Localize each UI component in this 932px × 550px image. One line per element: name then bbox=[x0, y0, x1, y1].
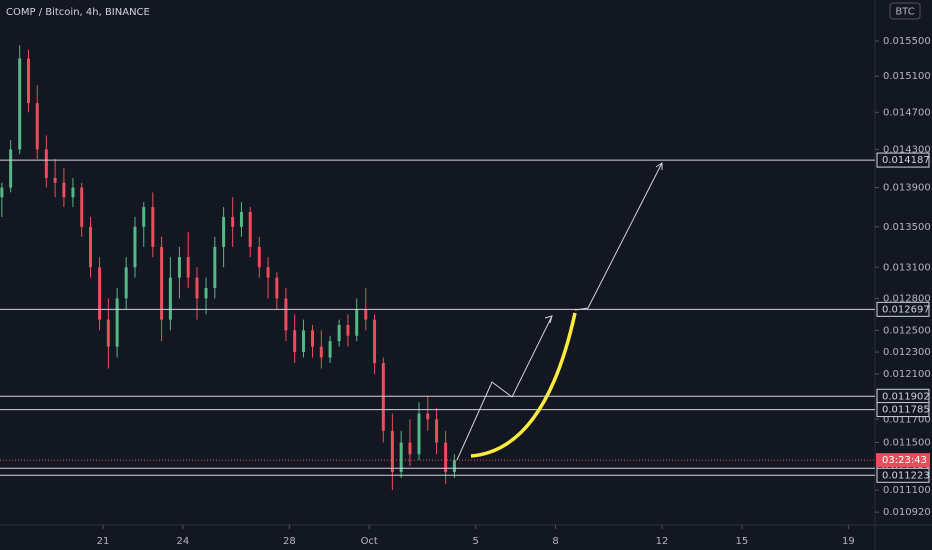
x-tick-label: 5 bbox=[473, 536, 479, 547]
candle-body bbox=[319, 346, 323, 358]
x-tick-label: 21 bbox=[97, 536, 110, 547]
candle-body bbox=[408, 442, 412, 455]
candle-body bbox=[151, 207, 155, 247]
candle-body bbox=[44, 149, 48, 178]
candle-body bbox=[0, 187, 4, 198]
candle-body bbox=[355, 309, 359, 336]
projection-arrow bbox=[456, 315, 553, 461]
candle-body bbox=[89, 226, 93, 268]
candle-body bbox=[301, 330, 305, 353]
candle-body bbox=[417, 413, 421, 455]
y-tick-label: 0.014700 bbox=[883, 107, 931, 118]
y-tick-label: 0.012800 bbox=[883, 293, 931, 304]
countdown: 03:23:43 bbox=[882, 455, 927, 466]
y-tick-label: 0.014300 bbox=[883, 144, 931, 155]
candle-body bbox=[390, 430, 394, 473]
candle-body bbox=[160, 246, 164, 320]
level-label: 0.014187 bbox=[882, 155, 930, 166]
x-tick-label: 15 bbox=[736, 536, 749, 547]
candle-body bbox=[213, 246, 217, 288]
candle-body bbox=[186, 257, 190, 278]
y-tick-label: 0.011500 bbox=[883, 438, 931, 449]
level-label-box bbox=[876, 467, 930, 483]
candle-body bbox=[381, 363, 385, 431]
arrow-head bbox=[544, 315, 553, 324]
candle-body bbox=[124, 267, 128, 299]
candle-body bbox=[452, 460, 456, 473]
candle-body bbox=[346, 324, 350, 336]
x-tick-label: 24 bbox=[177, 536, 190, 547]
y-tick-label: 0.012300 bbox=[883, 347, 931, 358]
candle-body bbox=[53, 177, 57, 183]
y-tick-label: 0.012500 bbox=[883, 325, 931, 336]
y-tick-label: 0.010920 bbox=[883, 507, 931, 518]
currency-label[interactable]: BTC bbox=[895, 7, 914, 18]
y-tick-label: 0.012100 bbox=[883, 369, 931, 380]
x-tick-label: Oct bbox=[361, 536, 378, 547]
candle-body bbox=[177, 257, 181, 278]
y-tick-label: 0.011100 bbox=[883, 485, 931, 496]
candle-body bbox=[435, 419, 439, 443]
level-label-box bbox=[876, 152, 930, 168]
level-label-box bbox=[876, 301, 930, 317]
candle-body bbox=[426, 413, 430, 420]
drawings bbox=[456, 162, 663, 461]
candle-body bbox=[195, 277, 199, 299]
candle-body bbox=[204, 287, 208, 299]
candle-body bbox=[266, 267, 270, 278]
candle-body bbox=[284, 298, 288, 331]
y-tick-label: 0.015500 bbox=[883, 36, 931, 47]
candle-body bbox=[275, 277, 279, 299]
candle-body bbox=[62, 182, 66, 198]
candle-body bbox=[106, 319, 110, 347]
chart-title: COMP / Bitcoin, 4h, BINANCE bbox=[6, 7, 150, 18]
candle-body bbox=[115, 298, 119, 347]
x-tick-label: 12 bbox=[656, 536, 669, 547]
y-tick-label: 0.013500 bbox=[883, 222, 931, 233]
candle-body bbox=[248, 211, 252, 247]
x-tick-label: 19 bbox=[842, 536, 855, 547]
candle-body bbox=[98, 267, 102, 320]
countdown-box bbox=[876, 453, 930, 468]
level-label: 0.011785 bbox=[882, 405, 930, 416]
candle-body bbox=[133, 226, 137, 268]
candle-body bbox=[35, 103, 39, 150]
candle-body bbox=[71, 187, 75, 198]
level-label: 0.011902 bbox=[882, 391, 930, 402]
candle-body bbox=[311, 330, 315, 347]
level-label: 0.012697 bbox=[882, 304, 930, 315]
candle-body bbox=[328, 341, 332, 358]
plot bbox=[0, 45, 456, 491]
x-tick-label: 28 bbox=[283, 536, 296, 547]
y-tick-label: 0.015100 bbox=[883, 71, 931, 82]
candle-body bbox=[373, 319, 377, 364]
level-label: 0.011223 bbox=[882, 470, 930, 481]
candle-body bbox=[142, 207, 146, 227]
level-label-box bbox=[876, 402, 930, 418]
candle-body bbox=[168, 277, 172, 320]
candle-body bbox=[239, 211, 243, 227]
candle-body bbox=[364, 309, 368, 320]
candle-body bbox=[444, 442, 448, 473]
candle-body bbox=[26, 58, 30, 104]
y-tick-label: 0.011700 bbox=[883, 414, 931, 425]
candle-body bbox=[18, 58, 22, 150]
y-tick-label: 0.013900 bbox=[883, 183, 931, 194]
currency-button[interactable] bbox=[889, 2, 921, 20]
candle-body bbox=[9, 149, 13, 188]
y-tick-label: 0.013100 bbox=[883, 262, 931, 273]
candle-body bbox=[293, 330, 297, 353]
candle-body bbox=[257, 246, 261, 268]
candle-body bbox=[231, 216, 235, 227]
candle-body bbox=[222, 216, 226, 247]
x-tick-label: 8 bbox=[552, 536, 558, 547]
candle-body bbox=[337, 324, 341, 342]
candle-body bbox=[399, 442, 403, 473]
candle-body bbox=[80, 187, 84, 227]
yellow-curve bbox=[470, 312, 577, 458]
arrow-head bbox=[655, 162, 663, 170]
